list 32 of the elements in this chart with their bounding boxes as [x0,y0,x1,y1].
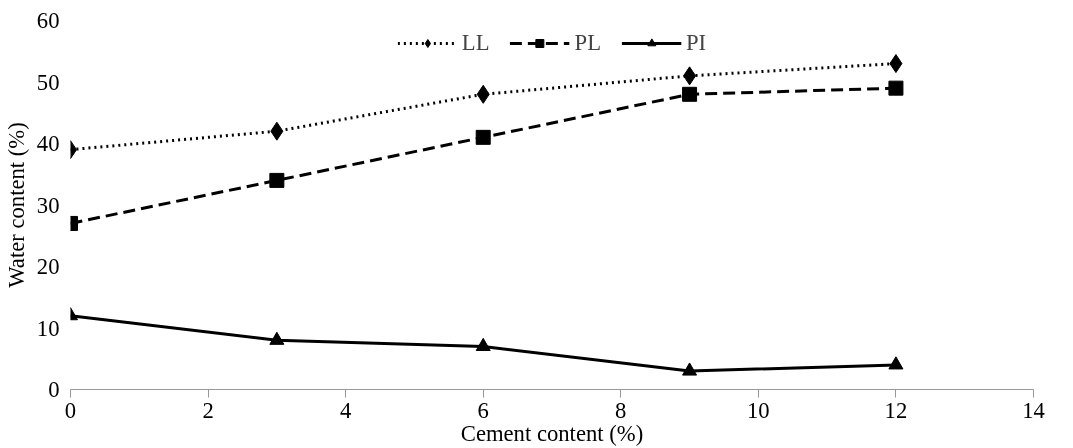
y-axis-title: Water content (%) [3,122,29,288]
point [269,331,285,345]
y-tick-label: 20 [36,254,60,279]
point [888,80,904,96]
x-tick-label: 8 [615,397,627,423]
point [889,54,903,74]
legend-label: PL [574,30,601,56]
y-tick-label: 30 [36,192,60,218]
y-tick-label: 10 [36,315,60,341]
point [270,121,284,141]
legend-label: LL [461,30,490,56]
point [682,362,698,376]
y-tick-label: 60 [36,8,60,33]
x-tick-label: 6 [477,397,489,423]
point [475,129,491,145]
x-tick-label: 10 [747,397,770,423]
point [476,84,490,104]
point [888,356,904,370]
x-tick-label: 2 [202,397,214,423]
point [475,337,491,351]
x-tick-label: 14 [1022,397,1045,423]
point [682,86,698,102]
x-axis-title: Cement content (%) [460,420,644,446]
point [269,172,285,188]
x-tick-label: 12 [884,397,908,423]
point [683,66,697,86]
legend-label: PI [685,30,707,56]
x-tick-label: 0 [64,397,77,423]
x-tick-label: 4 [339,397,352,423]
y-tick-label: 0 [48,377,60,402]
y-tick-label: 40 [36,131,60,156]
y-tick-label: 50 [36,69,60,95]
